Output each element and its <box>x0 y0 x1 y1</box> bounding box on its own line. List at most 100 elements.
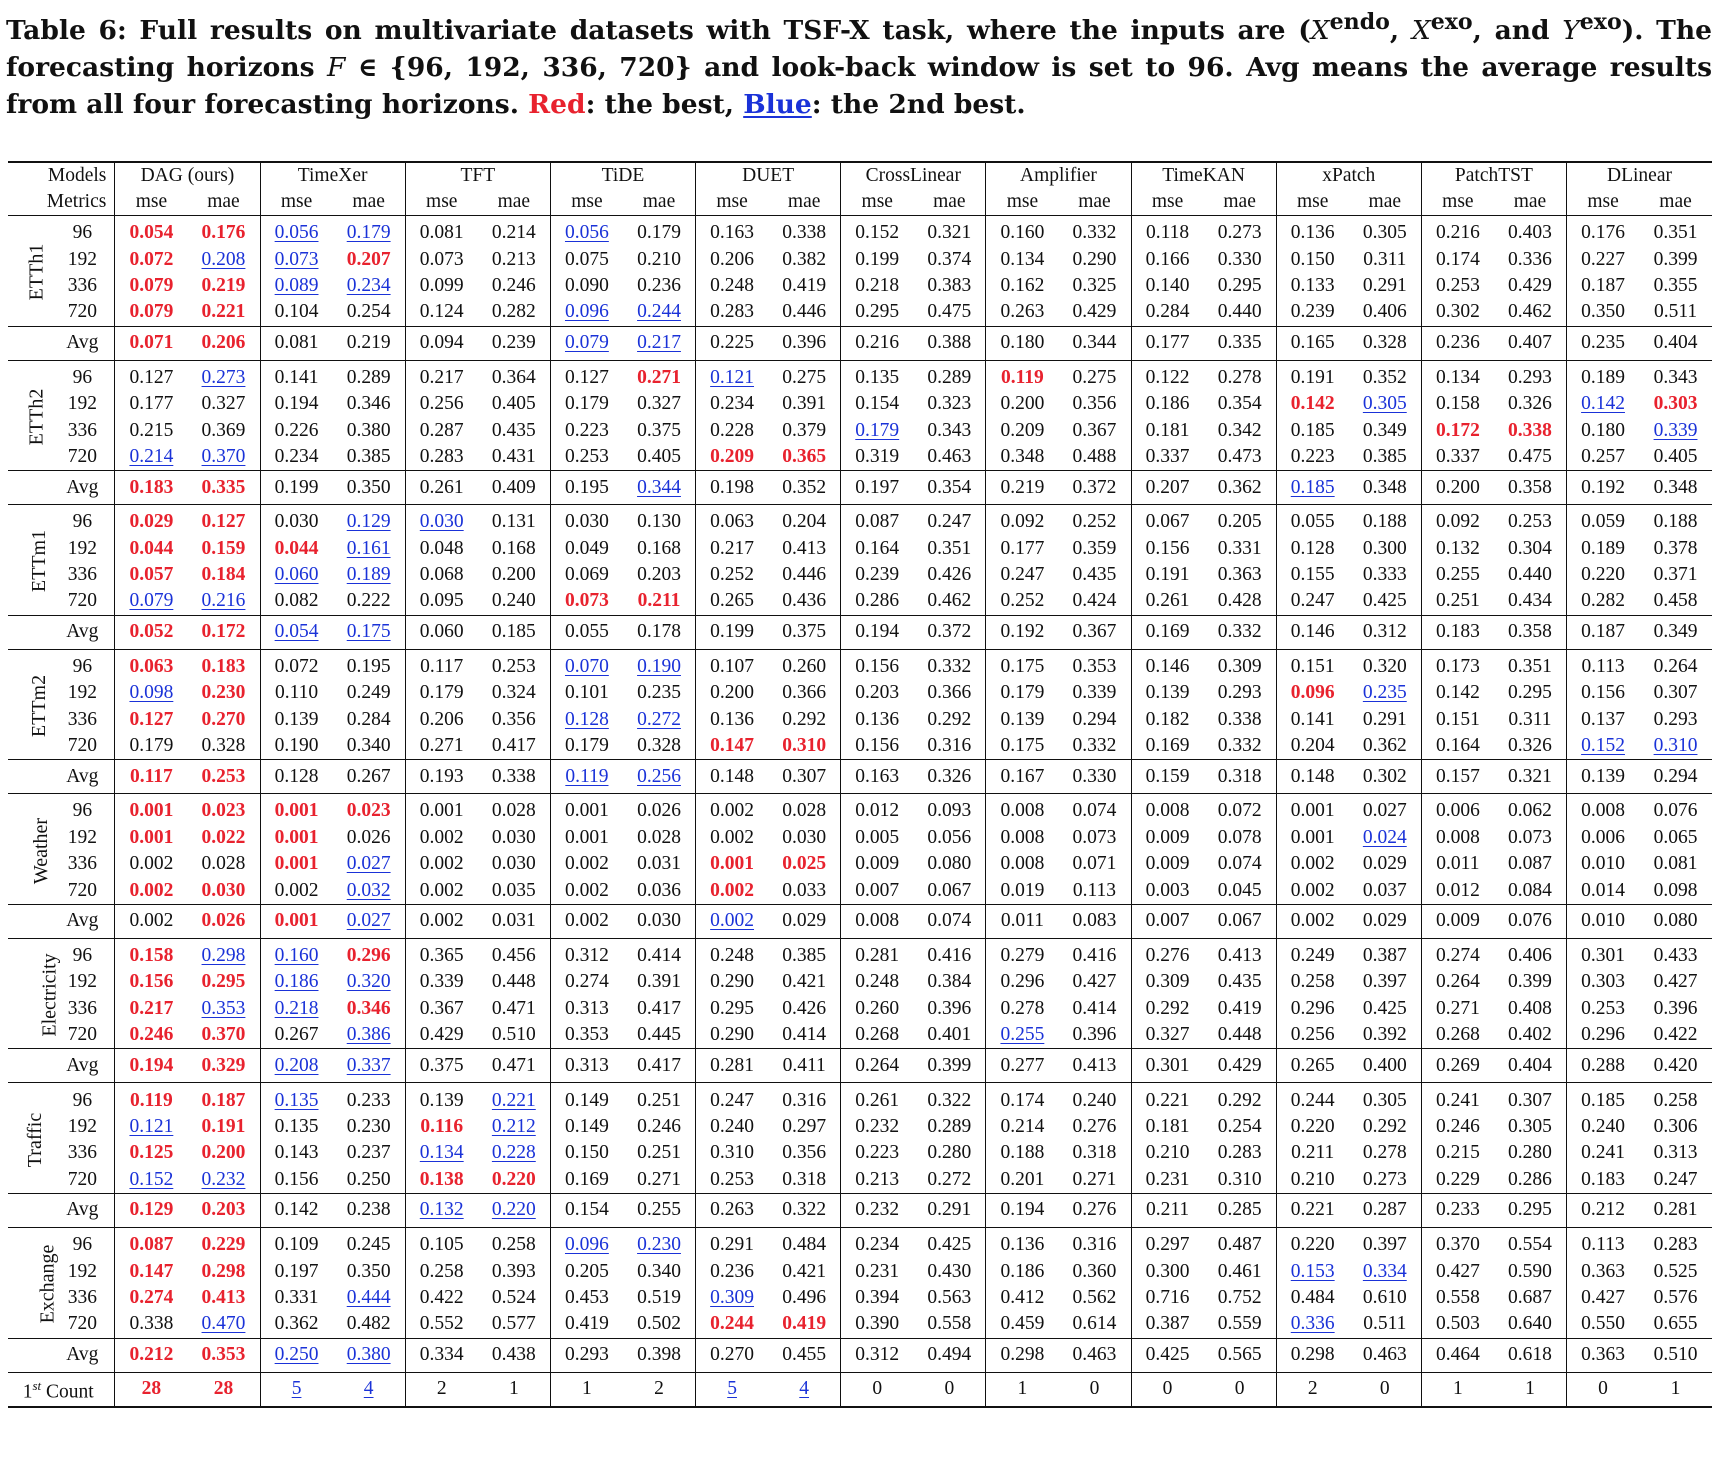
value-text: 0.433 <box>1653 945 1698 966</box>
value-cell: 0.168 <box>478 536 551 562</box>
value-text: 0.241 <box>1581 1142 1625 1164</box>
value-cell: 0.221 <box>187 299 260 326</box>
value-text: 0.081 <box>1653 853 1698 875</box>
value-cell: 0.072 <box>114 246 188 273</box>
value-cell: 0.035 <box>478 877 551 904</box>
value-text: 0.062 <box>1508 800 1552 822</box>
value-cell: 0.073 <box>1058 825 1131 851</box>
value-text: 0.399 <box>1508 971 1552 993</box>
value-cell: 0.337 <box>1420 443 1494 471</box>
best-value: 0.271 <box>637 366 681 388</box>
value-cell: 0.190 <box>259 732 333 760</box>
value-cell: 0.280 <box>1494 1140 1567 1166</box>
value-text: 0.291 <box>927 1199 972 1221</box>
second-value: 0.132 <box>419 1199 464 1221</box>
value-text: 0 <box>944 1378 955 1399</box>
value-cell: 0.404 <box>1639 325 1712 361</box>
second-value: 0.444 <box>346 1286 391 1308</box>
value-cell: 0.158 <box>114 938 188 970</box>
value-cell: 0.455 <box>768 1337 841 1373</box>
value-cell: 0.316 <box>913 733 986 760</box>
value-cell: 0.037 <box>1349 877 1422 904</box>
value-cell: 0.012 <box>840 793 914 825</box>
value-cell: 0.191 <box>1130 561 1204 589</box>
value-cell: 0.421 <box>768 1258 841 1284</box>
value-cell: 0.217 <box>622 325 696 361</box>
value-text: 0.234 <box>274 445 319 467</box>
value-text: 0.218 <box>855 274 900 296</box>
best-value: 0.338 <box>1508 419 1552 441</box>
value-text: 0.257 <box>1581 445 1625 467</box>
value-cell: 0.271 <box>1420 995 1494 1022</box>
value-cell: 0.470 <box>187 1311 260 1338</box>
value-text: 0.177 <box>1000 537 1045 559</box>
value-text: 0.471 <box>491 1054 536 1076</box>
value-text: 0.217 <box>710 537 755 559</box>
value-text: 0.369 <box>201 419 246 441</box>
value-text: 0.292 <box>1217 1089 1262 1111</box>
value-text: 0.223 <box>564 419 609 441</box>
value-cell: 0.309 <box>695 1284 769 1312</box>
value-cell: 0.148 <box>1275 759 1349 795</box>
value-cell: 0.036 <box>623 877 696 904</box>
value-text: 0.203 <box>855 682 900 704</box>
value-text: 0.067 <box>927 879 972 901</box>
horizon-label: 336 <box>67 274 97 296</box>
value-cell: 0.129 <box>114 1192 188 1228</box>
value-cell: 0.253 <box>549 443 623 471</box>
value-cell: 0.301 <box>1566 938 1640 970</box>
value-cell: 0.246 <box>1420 1113 1494 1141</box>
value-cell: 0.001 <box>549 793 623 825</box>
value-cell: 0.234 <box>333 273 406 299</box>
value-cell: 0.184 <box>187 562 260 588</box>
value-text: 0.248 <box>710 274 755 296</box>
value-cell: 0.206 <box>404 706 478 733</box>
value-cell: 4 <box>332 1372 406 1408</box>
value-cell: 0.127 <box>549 360 623 391</box>
value-cell: 0.350 <box>333 1258 406 1284</box>
value-text: 0.212 <box>1581 1199 1625 1221</box>
value-cell: 0.226 <box>259 417 333 444</box>
value-text: 0.687 <box>1508 1286 1552 1308</box>
best-value: 0.244 <box>710 1313 755 1335</box>
value-cell: 0.435 <box>1058 562 1131 588</box>
value-cell: 0.313 <box>549 1048 623 1084</box>
value-text: 0.463 <box>1362 1344 1407 1365</box>
value-text: 0.073 <box>419 248 464 270</box>
value-text: 0.333 <box>1362 564 1407 586</box>
value-cell: 0.362 <box>1349 733 1422 760</box>
value-cell: 0.195 <box>333 649 406 680</box>
value-text: 0.166 <box>1145 248 1190 270</box>
value-cell: 0.162 <box>985 272 1059 300</box>
value-text: 0.185 <box>491 621 536 643</box>
value-text: 0.154 <box>855 393 900 415</box>
value-cell: 0.273 <box>187 360 260 391</box>
value-text: 0.204 <box>782 511 827 533</box>
value-cell: 0.264 <box>840 1048 914 1084</box>
value-text: 0.307 <box>1508 1089 1552 1111</box>
value-cell: 1 <box>1420 1372 1494 1408</box>
metric-header: mae <box>187 189 261 216</box>
metric-header: mae <box>768 189 841 216</box>
caption-superscript: exo <box>1430 9 1473 35</box>
value-cell: 0.303 <box>1566 969 1640 996</box>
value-cell: 0.253 <box>1566 995 1640 1022</box>
value-text: 0.327 <box>1145 1024 1190 1046</box>
value-cell: 0.246 <box>623 1114 696 1140</box>
value-cell: 0.385 <box>768 938 841 969</box>
model-header: DAG (ours) <box>114 161 261 189</box>
value-text: 0.146 <box>1145 655 1190 677</box>
value-text: 0.358 <box>1508 476 1552 498</box>
value-cell: 0.344 <box>622 470 696 506</box>
value-cell: 0.185 <box>1566 1082 1640 1114</box>
value-cell: 0.028 <box>768 794 841 825</box>
value-cell: 0.135 <box>840 360 914 391</box>
value-text: 0.396 <box>1653 997 1698 1019</box>
value-cell: 0.353 <box>187 996 260 1022</box>
value-text: 0.222 <box>346 590 391 612</box>
value-cell: 0.426 <box>768 996 841 1022</box>
data-row: ETTm1 96 0.029 0.127 0.030 0.129 0.030 0.131 0.0… <box>8 504 1712 593</box>
value-cell: 0.367 <box>1058 417 1131 443</box>
value-cell: 0.098 <box>114 680 188 707</box>
value-cell: 0.319 <box>840 443 914 471</box>
